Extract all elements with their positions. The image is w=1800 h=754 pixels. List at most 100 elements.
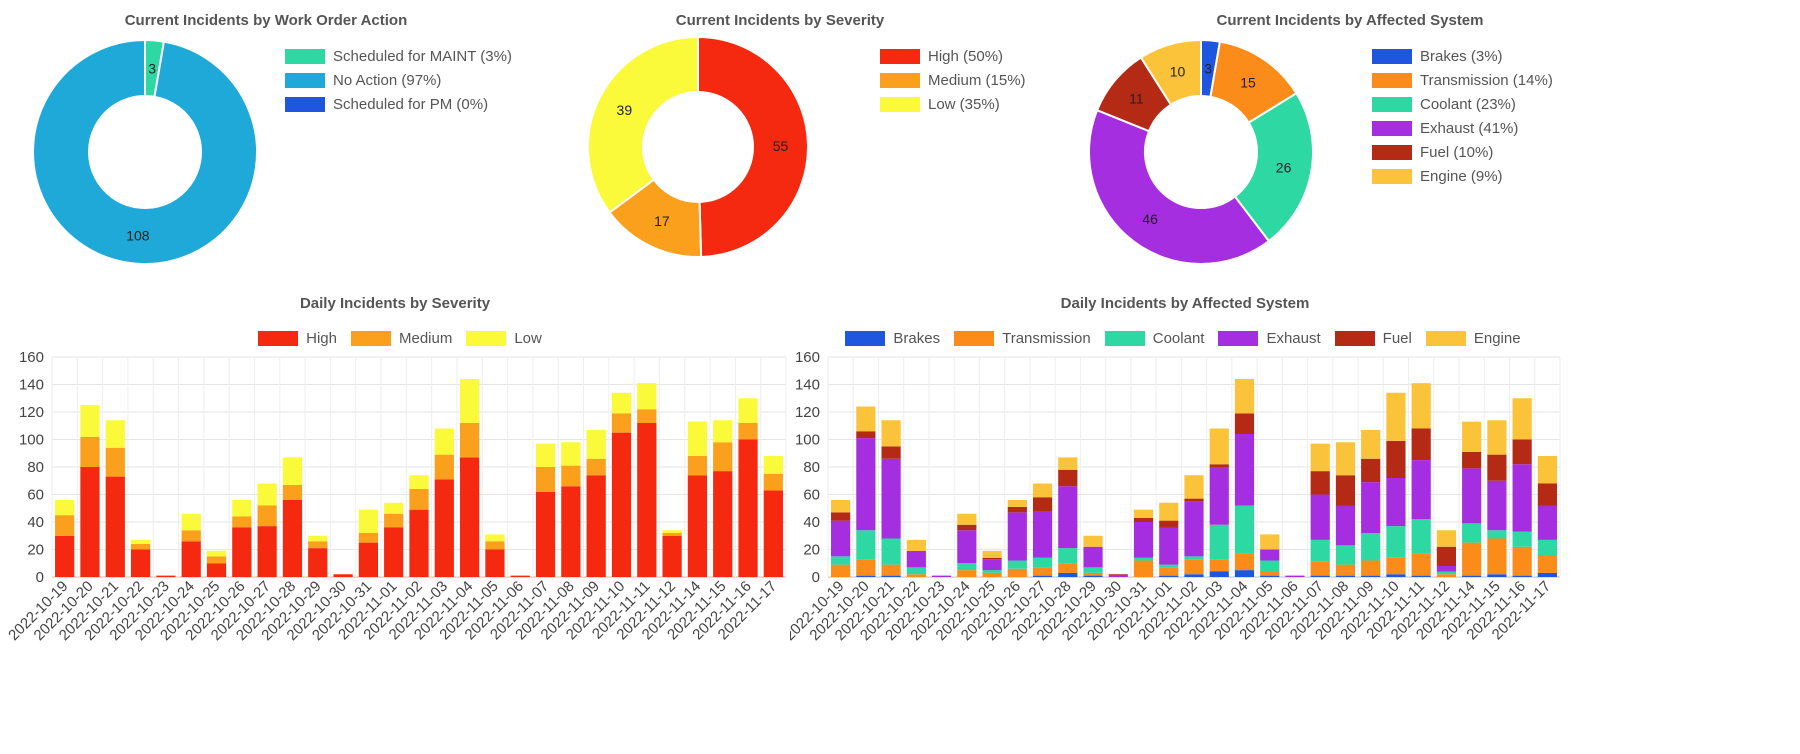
bar-segment-engine [1083, 535, 1103, 547]
bar-segment-low [358, 509, 378, 533]
bar-segment-high [409, 509, 429, 577]
bar-segment-coolant [957, 563, 977, 571]
bar-segment-transmission [1184, 559, 1204, 575]
bar-segment-medium [687, 456, 708, 476]
legend-item[interactable]: No Action (97%) [285, 72, 441, 89]
bar-segment-fuel [1209, 464, 1229, 467]
bar-segment-fuel [1007, 506, 1027, 513]
legend-item[interactable]: Fuel [1334, 330, 1412, 347]
legend-item[interactable]: Brakes (3%) [1372, 48, 1503, 65]
bar-segment-coolant [1058, 548, 1078, 564]
bar-segment-medium [105, 447, 125, 477]
bar-segment-medium [282, 484, 303, 500]
y-tick-label: 20 [803, 542, 820, 559]
bar-segment-high [232, 527, 252, 577]
bar-segment-transmission [982, 572, 1002, 577]
pie-slice-engine [1139, 38, 1202, 107]
bar-segment-high [586, 475, 606, 577]
bar-segment-medium [55, 515, 75, 536]
bar-segment-high [181, 541, 201, 577]
bar-segment-high [763, 490, 783, 577]
bar-segment-transmission [1335, 564, 1356, 576]
legend-label: Medium [398, 330, 453, 347]
legend-item[interactable]: Scheduled for MAINT (3%) [285, 48, 512, 65]
bar-segment-fuel [881, 446, 901, 459]
legend-swatch [1372, 49, 1412, 64]
bar-segment-coolant [1361, 533, 1381, 561]
bar-segment-engine [1007, 500, 1027, 507]
bar-segment-medium [80, 436, 100, 467]
bar-segment-fuel [1537, 483, 1557, 506]
bar-segment-coolant [1436, 571, 1457, 575]
bar-segment-brakes [1260, 575, 1280, 577]
y-tick-label: 160 [19, 349, 44, 366]
slice-label: 11 [1129, 90, 1144, 106]
bar-segment-engine [1310, 443, 1330, 472]
bar-segment-coolant [1411, 519, 1431, 554]
y-tick-label: 80 [27, 459, 44, 476]
bar-segment-engine [906, 539, 926, 551]
legend-item[interactable]: Medium (15%) [880, 72, 1026, 89]
bar-segment-medium [738, 423, 758, 440]
bar-segment-high [510, 575, 530, 577]
legend-item[interactable]: Exhaust [1218, 330, 1321, 347]
legend-item[interactable]: Fuel (10%) [1372, 144, 1493, 161]
legend-item[interactable]: Transmission (14%) [1372, 72, 1553, 89]
bar-segment-medium [358, 533, 378, 543]
legend-label: Coolant [1152, 330, 1205, 347]
legend-item[interactable]: Medium [350, 330, 453, 347]
y-tick-label: 80 [803, 459, 820, 476]
legend-label: Brakes (3%) [1420, 48, 1503, 65]
y-tick-label: 140 [795, 377, 820, 394]
bar-segment-fuel [1462, 451, 1482, 469]
bar-segment-low [105, 420, 125, 448]
legend-item[interactable]: Exhaust (41%) [1372, 120, 1518, 137]
bar-segment-low [308, 535, 328, 542]
legend-item[interactable]: Engine [1425, 330, 1521, 347]
legend-item[interactable]: High (50%) [880, 48, 1003, 65]
bar-segment-brakes [1159, 575, 1179, 577]
bar-segment-high [611, 432, 632, 577]
legend-item[interactable]: Scheduled for PM (0%) [285, 96, 488, 113]
chart-daily-affected-system: Daily Incidents by Affected System Brake… [790, 280, 1800, 754]
bar-segment-coolant [1386, 526, 1406, 558]
bar-segment-high [257, 526, 277, 577]
bar-segment-engine [1487, 420, 1507, 455]
legend-item[interactable]: Engine (9%) [1372, 168, 1503, 185]
bar-segment-exhaust [831, 520, 851, 557]
legend-label: Low (35%) [928, 96, 1000, 113]
bar-segment-high [434, 479, 454, 577]
legend-item[interactable]: Brakes [845, 330, 940, 347]
legend-item[interactable]: Coolant [1104, 330, 1205, 347]
donut-chart: 3 108 [32, 38, 258, 265]
bar-segment-transmission [1361, 560, 1381, 576]
bar-segment-engine [1058, 457, 1078, 470]
legend-swatch [1372, 121, 1412, 136]
bar-segment-coolant [1133, 557, 1154, 561]
bar-segment-brakes [1083, 575, 1103, 577]
slice-label: 26 [1276, 159, 1292, 175]
bar-segment-medium [206, 556, 227, 564]
legend-item[interactable]: Transmission [954, 330, 1091, 347]
legend-item[interactable]: Coolant (23%) [1372, 96, 1516, 113]
bar-segment-fuel [856, 431, 876, 439]
bar-segment-engine [1537, 456, 1557, 484]
legend-item[interactable]: High [258, 330, 337, 347]
bar-segment-brakes [1462, 575, 1482, 577]
legend-label: High (50%) [928, 48, 1004, 65]
legend-item[interactable]: Low [466, 330, 542, 347]
bar-segment-coolant [1184, 556, 1204, 560]
y-tick-label: 60 [27, 487, 44, 504]
bar-segment-exhaust [1209, 467, 1229, 525]
bar-segment-exhaust [1411, 460, 1431, 520]
bar-segment-coolant [831, 556, 851, 565]
legend-item[interactable]: Low (35%) [880, 96, 1000, 113]
bar-segment-engine [1234, 379, 1255, 414]
bar-segment-medium [130, 544, 151, 550]
chart-daily-severity: Daily Incidents by Severity High Medium Lo… [0, 280, 790, 754]
bar-segment-low [637, 383, 657, 410]
bar-segment-transmission [1133, 560, 1154, 577]
bar-segment-engine [1462, 421, 1482, 452]
bar-segment-fuel [1411, 428, 1431, 461]
bar-segment-fuel [1184, 498, 1204, 502]
